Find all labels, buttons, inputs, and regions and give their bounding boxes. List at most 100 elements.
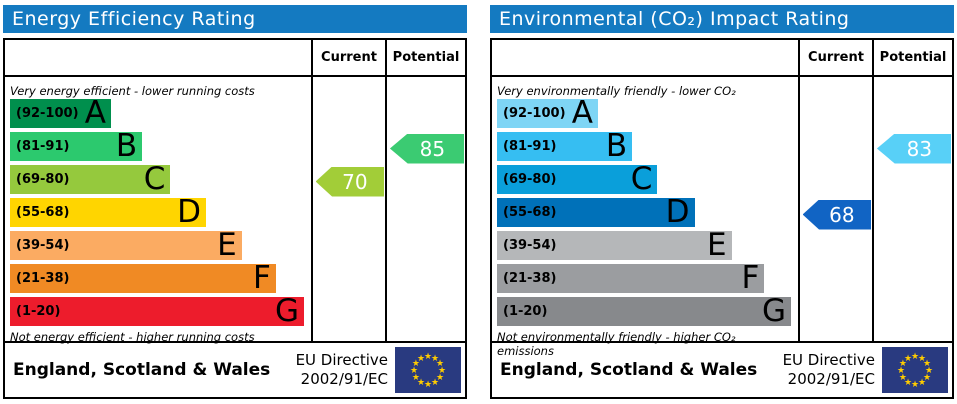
energy-band-row-b: (81-91) B (10, 128, 307, 165)
environmental-current-slot-e (800, 231, 872, 264)
environmental-current-slot-c (800, 165, 872, 198)
svg-text:★: ★ (918, 354, 926, 364)
environmental-current-slot-f (800, 264, 872, 297)
energy-rating-table: Current Potential Very energy efficient … (3, 38, 467, 399)
energy-potential-slot-b: 85 (387, 132, 465, 165)
svg-text:★: ★ (897, 366, 905, 376)
energy-current-cell: 70 (311, 77, 385, 341)
environmental-band-row-c: (69-80) C (497, 164, 794, 198)
environmental-current-cell: 68 (798, 77, 872, 341)
environmental-header-spacer (492, 40, 798, 75)
environmental-band-range-b: (81-91) (503, 139, 557, 154)
environmental-current-slot-d: 68 (800, 198, 872, 231)
energy-potential-slot-c (387, 165, 465, 198)
environmental-band-bar-a: (92-100) A (497, 98, 598, 129)
environmental-band-row-f: (21-38) F (497, 263, 794, 297)
energy-band-range-f: (21-38) (16, 271, 70, 286)
environmental-chart-row: Very environmentally friendly - lower CO… (492, 77, 952, 358)
energy-header-spacer (5, 40, 311, 75)
energy-band-bar-c: (69-80) C (10, 164, 171, 195)
energy-band-bar-f: (21-38) F (10, 260, 276, 296)
energy-band-row-a: (92-100) A (10, 95, 307, 132)
energy-band-bar-a: (92-100) A (10, 95, 111, 131)
svg-text:★: ★ (417, 354, 425, 364)
eu-flag-icon: ★ ★ ★ ★ ★ ★ ★ ★ ★ ★ ★ ★ (395, 347, 461, 393)
energy-current-slot-a (313, 99, 385, 132)
energy-current-rating-arrow: 70 (315, 166, 384, 197)
energy-band-letter-b: B (115, 128, 138, 164)
environmental-eu-directive-line1: EU Directive (782, 351, 875, 370)
environmental-potential-cell: 83 (872, 77, 952, 341)
environmental-band-range-f: (21-38) (503, 271, 557, 286)
environmental-current-rating-arrow: 68 (802, 199, 871, 230)
energy-eu-directive-line1: EU Directive (295, 351, 388, 370)
environmental-potential-slot-e (874, 231, 952, 264)
energy-potential-spacer (387, 77, 465, 99)
energy-band-range-a: (92-100) (16, 106, 79, 121)
svg-text:★: ★ (899, 359, 907, 369)
svg-text:★: ★ (904, 354, 912, 364)
svg-text:★: ★ (911, 352, 919, 362)
energy-bands-cell: Very energy efficient - lower running co… (5, 77, 311, 344)
environmental-top-caption: Very environmentally friendly - lower CO… (497, 84, 736, 112)
energy-eu-directive-line2: 2002/91/EC (300, 370, 388, 388)
svg-text:★: ★ (899, 373, 907, 383)
eu-flag-icon: ★ ★ ★ ★ ★ ★ ★ ★ ★ ★ ★ ★ (882, 347, 948, 393)
environmental-band-row-a: (92-100) A (497, 98, 794, 132)
energy-current-slot-f (313, 264, 385, 297)
environmental-band-letter-g: G (761, 293, 787, 329)
energy-current-spacer (313, 77, 385, 99)
energy-band-letter-f: F (252, 260, 271, 296)
energy-band-letter-e: E (217, 227, 237, 263)
energy-band-row-c: (69-80) C (10, 164, 307, 198)
svg-text:★: ★ (925, 366, 933, 376)
environmental-panel-title: Environmental (CO₂) Impact Rating (490, 5, 954, 33)
energy-band-row-g: (1-20) G (10, 293, 307, 330)
energy-panel-title: Energy Efficiency Rating (3, 5, 467, 33)
energy-band-row-f: (21-38) F (10, 260, 307, 297)
energy-chart-row: Very energy efficient - lower running co… (5, 77, 465, 344)
energy-band-letter-a: A (84, 95, 106, 131)
environmental-current-slot-a (800, 99, 872, 132)
svg-text:★: ★ (424, 352, 432, 362)
environmental-band-range-d: (55-68) (503, 205, 557, 220)
energy-potential-slot-g (387, 297, 465, 330)
environmental-current-spacer (800, 77, 872, 99)
energy-top-caption: Very energy efficient - lower running co… (10, 84, 255, 98)
svg-text:★: ★ (412, 373, 420, 383)
energy-band-letter-g: G (274, 293, 300, 329)
environmental-band-letter-d: D (665, 194, 690, 230)
environmental-eu-directive-label: EU Directive 2002/91/EC (783, 351, 882, 389)
environmental-band-bar-b: (81-91) B (497, 131, 633, 162)
energy-band-range-e: (39-54) (16, 238, 70, 253)
energy-band-letter-d: D (177, 194, 202, 230)
svg-text:★: ★ (923, 373, 931, 383)
environmental-band-row-b: (81-91) B (497, 131, 794, 165)
environmental-potential-slot-a (874, 99, 952, 132)
environmental-region-label: England, Scotland & Wales (500, 360, 758, 380)
environmental-band-range-e: (39-54) (503, 238, 557, 253)
energy-band-row-e: (39-54) E (10, 227, 307, 264)
environmental-potential-slot-g (874, 297, 952, 330)
svg-text:★: ★ (424, 380, 432, 390)
environmental-band-bar-e: (39-54) E (497, 227, 732, 263)
energy-efficiency-panel: Energy Efficiency Rating Current Potenti… (3, 5, 467, 399)
energy-potential-slot-f (387, 264, 465, 297)
environmental-band-letter-e: E (707, 227, 727, 263)
environmental-current-slot-g (800, 297, 872, 330)
energy-current-slot-d (313, 198, 385, 231)
svg-text:★: ★ (923, 359, 931, 369)
svg-text:★: ★ (412, 359, 420, 369)
energy-potential-rating-arrow: 85 (389, 133, 464, 164)
energy-potential-column-header: Potential (385, 40, 465, 75)
energy-current-slot-e (313, 231, 385, 264)
environmental-rating-table: Current Potential Very environmentally f… (490, 38, 954, 399)
energy-potential-slot-e (387, 231, 465, 264)
svg-text:★: ★ (431, 378, 439, 388)
svg-text:★: ★ (911, 380, 919, 390)
energy-potential-cell: 85 (385, 77, 465, 341)
environmental-band-bar-g: (1-20) G (497, 293, 792, 329)
environmental-band-bar-d: (55-68) D (497, 194, 695, 230)
energy-band-bar-b: (81-91) B (10, 128, 143, 164)
